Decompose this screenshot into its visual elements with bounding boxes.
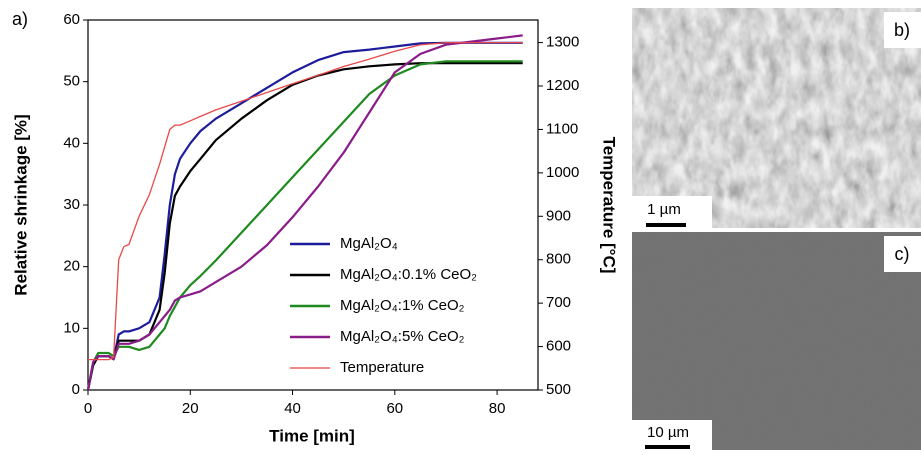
label-box xyxy=(884,12,921,48)
y2-tick-label: 1100 xyxy=(546,120,578,137)
legend-label: Temperature xyxy=(340,359,424,376)
panel-label: b) xyxy=(894,20,910,40)
x-tick-label: 40 xyxy=(284,400,301,417)
label-box xyxy=(884,236,921,272)
y2-tick-label: 1300 xyxy=(546,34,579,51)
scale-bar xyxy=(646,223,686,227)
legend-label: MgAl₂O₄:5% CeO₂ xyxy=(340,328,465,345)
panel-label: c) xyxy=(895,244,910,264)
sem-image-c: c) 10 µm xyxy=(632,232,921,450)
series-line xyxy=(88,41,523,361)
y2-tick-label: 600 xyxy=(546,338,571,355)
y-tick-label: 40 xyxy=(63,134,80,151)
y2-tick-label: 1200 xyxy=(546,77,579,94)
series-line xyxy=(86,34,523,391)
y2-tick-label: 1000 xyxy=(546,164,579,181)
y2-tick-label: 500 xyxy=(546,381,571,398)
x-tick-label: 80 xyxy=(489,400,506,417)
y-tick-label: 10 xyxy=(63,319,80,336)
x-axis-title: Time [min] xyxy=(269,426,355,445)
y2-tick-label: 800 xyxy=(546,251,571,268)
legend-label: MgAl₂O₄:1% CeO₂ xyxy=(340,297,465,314)
legend-label: MgAl₂O₄ xyxy=(340,235,398,252)
image-texture xyxy=(632,232,921,450)
sem-image-b: b) 1 µm xyxy=(632,8,921,228)
x-tick-label: 60 xyxy=(386,400,403,417)
y-tick-label: 20 xyxy=(63,258,80,275)
y2-tick-label: 700 xyxy=(546,294,571,311)
y-tick-label: 60 xyxy=(63,11,80,28)
x-tick-label: 20 xyxy=(182,400,199,417)
y-axis-title: Relative shrinkage [%] xyxy=(11,114,30,295)
plot-frame xyxy=(87,19,539,391)
y-tick-label: 50 xyxy=(63,73,80,90)
scale-bar-label: 1 µm xyxy=(647,201,681,218)
scale-bar xyxy=(645,445,690,449)
legend-label: MgAl₂O₄:0.1% CeO₂ xyxy=(340,266,477,283)
image-texture xyxy=(632,8,921,228)
plot: 0 20 40 60 800102030405060500600700800900100… xyxy=(63,11,579,417)
scale-box xyxy=(632,196,712,228)
scale-bar-label: 10 µm xyxy=(647,424,689,441)
y-tick-label: 30 xyxy=(63,196,80,213)
y2-axis-title: Temperature [°C] xyxy=(600,137,619,274)
x-tick-label: 0 xyxy=(84,400,92,417)
panel-label: a) xyxy=(12,9,28,29)
y2-tick-label: 900 xyxy=(546,207,571,224)
y-tick-label: 0 xyxy=(72,381,80,398)
